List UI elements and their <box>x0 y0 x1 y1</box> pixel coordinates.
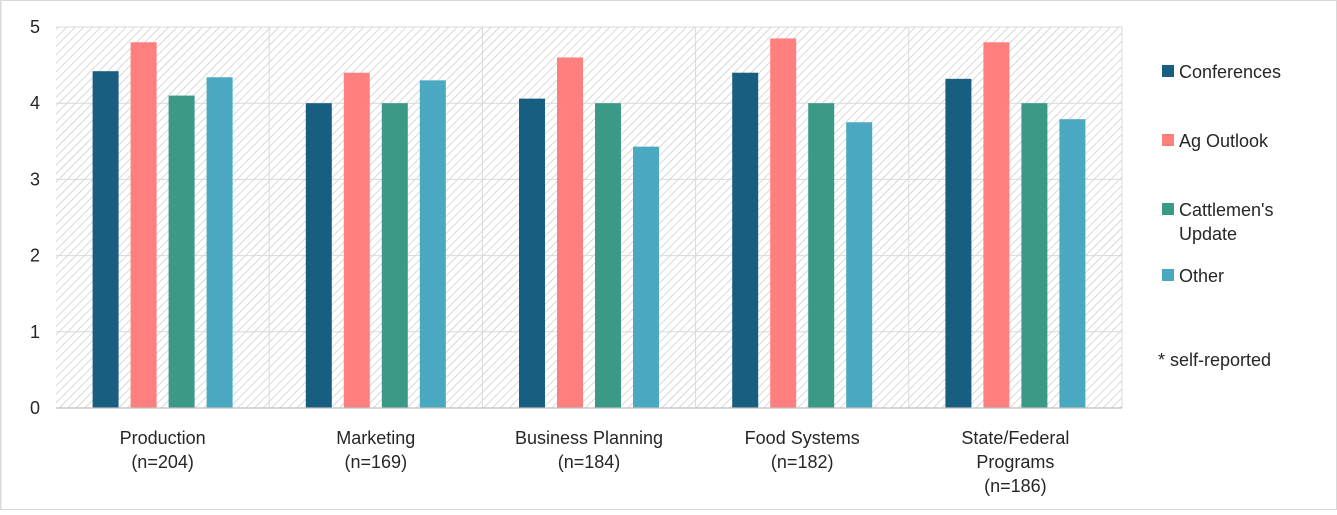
grid-layer <box>56 26 1123 408</box>
bar-ag-outlook-2 <box>557 57 583 408</box>
bar-other-3 <box>846 122 873 408</box>
legend-label: Conferences <box>1179 62 1281 82</box>
x-category-label: State/Federal <box>961 428 1069 448</box>
bar-other-2 <box>633 146 659 408</box>
bar-other-1 <box>419 80 446 408</box>
bar-conferences-2 <box>519 98 545 409</box>
legend-swatch <box>1162 269 1174 281</box>
legend-swatch <box>1162 65 1174 77</box>
y-tick-label: 1 <box>30 322 40 342</box>
x-category-label: (n=182) <box>771 452 834 472</box>
x-category-label: (n=169) <box>345 452 408 472</box>
legend-label: Ag Outlook <box>1179 131 1269 151</box>
plot-area <box>56 27 1122 408</box>
y-tick-label: 2 <box>30 246 40 266</box>
x-category-label: Food Systems <box>745 428 860 448</box>
axis-layer: 0 1 2 3 4 5 Production (n=204) Marketing (n=169) B… <box>0 0 1122 510</box>
bar-ag-outlook-1 <box>343 72 370 408</box>
bar-ag-outlook-4 <box>983 42 1010 409</box>
x-category-label: Business Planning <box>515 428 663 448</box>
bar-conferences-3 <box>732 72 759 408</box>
bar-other-4 <box>1059 119 1086 409</box>
y-tick-label: 4 <box>30 93 40 113</box>
bar-ag-outlook-3 <box>770 38 797 409</box>
x-category-label: (n=204) <box>131 452 194 472</box>
legend-label: Cattlemen's <box>1179 200 1273 220</box>
bar-conferences-1 <box>305 103 332 408</box>
x-category-label: Marketing <box>336 428 415 448</box>
legend-swatch <box>1162 203 1174 215</box>
x-category-label: Programs <box>976 452 1054 472</box>
bar-cattlemen-s-update-1 <box>381 103 408 408</box>
legend-swatch <box>1162 134 1174 146</box>
bar-cattlemen-s-update-3 <box>808 103 835 408</box>
bar-other-0 <box>206 77 233 409</box>
bar-ag-outlook-0 <box>130 42 157 409</box>
bar-conferences-0 <box>92 71 119 409</box>
x-category-label: Production <box>120 428 206 448</box>
annotation-self-reported: * self-reported <box>1158 350 1271 370</box>
bar-conferences-4 <box>945 78 972 408</box>
legend: Conferences Ag Outlook Cattlemen's Update Ot… <box>1162 62 1281 286</box>
legend-label: Update <box>1179 224 1237 244</box>
legend-label: Other <box>1179 266 1224 286</box>
bar-cattlemen-s-update-0 <box>168 95 195 408</box>
y-tick-label: 3 <box>30 169 40 189</box>
y-tick-label: 0 <box>30 398 40 418</box>
y-tick-label: 5 <box>30 17 40 37</box>
bar-cattlemen-s-update-2 <box>595 103 621 408</box>
bars-layer <box>92 38 1086 409</box>
bar-cattlemen-s-update-4 <box>1021 103 1048 408</box>
x-category-label: (n=186) <box>984 476 1047 496</box>
x-category-label: (n=184) <box>558 452 621 472</box>
